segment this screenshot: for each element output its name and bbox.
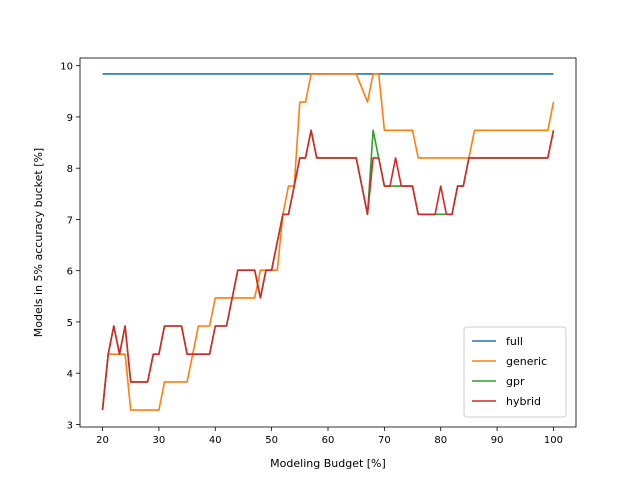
- series-line-hybrid: [101, 129, 555, 411]
- series-layer: [101, 73, 555, 411]
- legend-box: [463, 326, 567, 418]
- x-tick-label: 80: [434, 435, 447, 446]
- legend-label-generic: generic: [506, 355, 547, 368]
- y-tick-label: 10: [60, 62, 73, 73]
- x-tick-label: 30: [153, 435, 166, 446]
- y-tick-label: 8: [67, 164, 73, 175]
- y-tick-label: 7: [67, 215, 73, 226]
- legend: full generic gpr hybrid: [463, 326, 567, 418]
- x-axis: 20 30 40 50 60 70 80 90 100: [96, 427, 563, 446]
- y-tick-label: 4: [67, 369, 73, 380]
- y-axis-label: Models in 5% accuracy bucket [%]: [32, 148, 45, 337]
- legend-label-hybrid: hybrid: [506, 395, 541, 408]
- y-tick-label: 5: [67, 318, 73, 329]
- x-tick-label: 100: [544, 435, 563, 446]
- x-tick-label: 50: [265, 435, 278, 446]
- x-tick-label: 90: [491, 435, 504, 446]
- legend-label-full: full: [506, 335, 523, 348]
- y-axis: 3 4 5 6 7 8 9 10: [60, 62, 80, 431]
- x-tick-label: 60: [322, 435, 335, 446]
- y-tick-label: 9: [67, 113, 73, 124]
- y-tick-label: 3: [67, 420, 73, 431]
- x-axis-label: Modeling Budget [%]: [270, 457, 386, 470]
- x-tick-label: 70: [378, 435, 391, 446]
- y-tick-label: 6: [67, 267, 73, 278]
- x-tick-label: 20: [96, 435, 109, 446]
- legend-label-gpr: gpr: [506, 375, 525, 388]
- x-tick-label: 40: [209, 435, 222, 446]
